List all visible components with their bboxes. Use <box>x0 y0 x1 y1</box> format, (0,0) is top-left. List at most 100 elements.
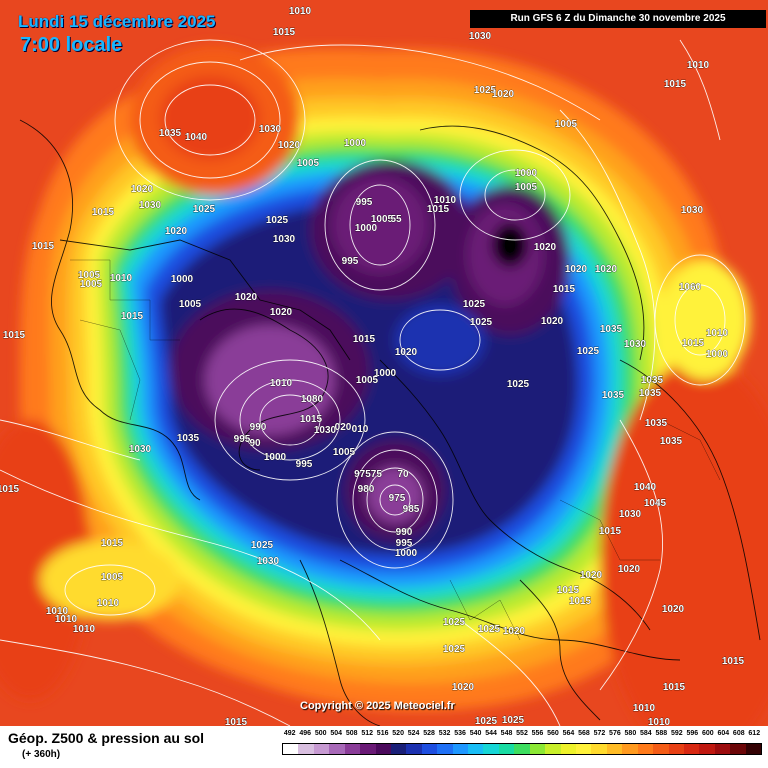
isobar-label: 1015 <box>427 204 450 215</box>
scale-swatch <box>545 744 561 754</box>
scale-label: 564 <box>562 730 575 737</box>
footer: Géop. Z500 & pression au sol (+ 360h) 49… <box>0 726 768 768</box>
scale-swatch <box>560 744 577 754</box>
isobar-label: 1030 <box>314 425 337 436</box>
isobar-label: 1025 <box>502 715 525 726</box>
isobar-label: 1015 <box>273 27 296 38</box>
scale-swatch <box>375 744 391 754</box>
scale-label: 596 <box>686 730 699 737</box>
isobar-label: 1020 <box>541 316 564 327</box>
isobar-label: 1030 <box>259 124 282 135</box>
isobar-label: 995 <box>342 256 359 267</box>
scale-swatch <box>576 744 592 754</box>
isobar-label: 1015 <box>300 414 323 425</box>
isobar-label: 1015 <box>722 656 745 667</box>
isobar-label: 1045 <box>644 498 667 509</box>
isobar-label: 010 <box>352 424 369 435</box>
scale-swatch <box>298 744 314 754</box>
isobar-label: 1025 <box>251 540 274 551</box>
isobar-label: 90 <box>249 438 261 449</box>
isobar-label: 980 <box>358 484 375 495</box>
isobar-label: 985 <box>403 504 420 515</box>
isobar-label: 1005 <box>80 279 103 290</box>
isobar-label: 1010 <box>46 606 69 617</box>
scale-swatch <box>468 744 484 754</box>
scale-swatch <box>714 744 731 754</box>
isobar-label: 1010 <box>434 195 457 206</box>
isobar-label: 1020 <box>580 570 603 581</box>
isobar-label: 1020 <box>165 226 188 237</box>
isobar-label: 1025 <box>193 204 216 215</box>
isobar-label: 1000 <box>515 168 538 179</box>
color-scale-bar <box>282 743 762 755</box>
scale-label: 536 <box>454 730 466 737</box>
isobar-label: 1010 <box>270 378 293 389</box>
isobar-label: 1005 <box>371 214 394 225</box>
isobar-label: 1020 <box>452 682 475 693</box>
scale-swatch <box>483 744 499 754</box>
isobar-label: 1035 <box>639 388 662 399</box>
isobar-label: 1015 <box>663 682 686 693</box>
scale-label: 532 <box>438 730 451 737</box>
isobar-label: 1030 <box>273 234 296 245</box>
isobar-label: 1005 <box>179 299 202 310</box>
forecast-time: 7:00 locale <box>20 34 123 56</box>
isobar-label: 1035 <box>177 433 200 444</box>
forecast-date: Lundi 15 décembre 2025 <box>18 12 216 31</box>
color-scale: 492 496 500 504 508 512 516 520 524 528 532 536 540 5… <box>282 730 762 764</box>
isobar-label: 1025 <box>577 346 600 357</box>
isobar-label: 1015 <box>121 311 144 322</box>
isobar-label: 1005 <box>333 447 356 458</box>
scale-swatch <box>437 744 453 754</box>
scale-swatch <box>498 744 515 754</box>
geopotential-field <box>0 45 768 726</box>
scale-label: 580 <box>624 730 637 737</box>
isobar-label: 55 <box>390 214 402 225</box>
scale-swatch <box>730 744 746 754</box>
scale-label: 540 <box>469 730 482 737</box>
isobar-label: 1020 <box>595 264 618 275</box>
scale-label: 544 <box>485 730 497 737</box>
scale-swatch <box>622 744 638 754</box>
isobar-label: 1010 <box>706 328 729 339</box>
scale-swatch <box>344 744 361 754</box>
scale-label: 492 <box>283 730 296 737</box>
isobar-label: 1020 <box>534 242 557 253</box>
isobar-label: 1020 <box>618 564 641 575</box>
scale-label: 584 <box>640 730 652 737</box>
isobar-label: 1010 <box>687 60 710 71</box>
isobar-label: 1020 <box>492 89 515 100</box>
isobar-label: 1030 <box>469 31 492 42</box>
scale-swatch <box>683 744 700 754</box>
scale-label: 524 <box>407 730 420 737</box>
isobar-label: 1000 <box>344 138 367 149</box>
isobar-label: 1040 <box>185 132 208 143</box>
scale-swatch <box>329 744 345 754</box>
color-scale-labels: 492 496 500 504 508 512 516 520 524 528 532 536 540 5… <box>282 730 762 742</box>
isobar-label: 1015 <box>682 338 705 349</box>
scale-label: 504 <box>330 730 343 737</box>
scale-swatch <box>406 744 422 754</box>
scale-label: 516 <box>376 730 389 737</box>
isobar-label: 1030 <box>129 444 152 455</box>
scale-label: 576 <box>609 730 621 737</box>
isobar-label: 1015 <box>664 79 687 90</box>
scale-label: 592 <box>670 730 683 737</box>
scale-label: 604 <box>717 730 730 737</box>
isobar-label: 1010 <box>289 6 312 17</box>
scale-swatch <box>637 744 654 754</box>
isobar-label: 1000 <box>171 274 194 285</box>
scale-swatch <box>514 744 530 754</box>
isobar-label: 70 <box>397 469 409 480</box>
scale-swatch <box>452 744 469 754</box>
isobar-label: 1030 <box>257 556 280 567</box>
run-info: Run GFS 6 Z du Dimanche 30 novembre 2025 <box>470 10 766 28</box>
isobar-label: 1035 <box>600 324 623 335</box>
scale-label: 556 <box>531 730 544 737</box>
isobar-label: 1015 <box>599 526 622 537</box>
isobar-label: 1030 <box>139 200 162 211</box>
isobar-label: 1010 <box>97 598 120 609</box>
isobar-label: 1020 <box>278 140 301 151</box>
isobar-label: 1030 <box>619 509 642 520</box>
